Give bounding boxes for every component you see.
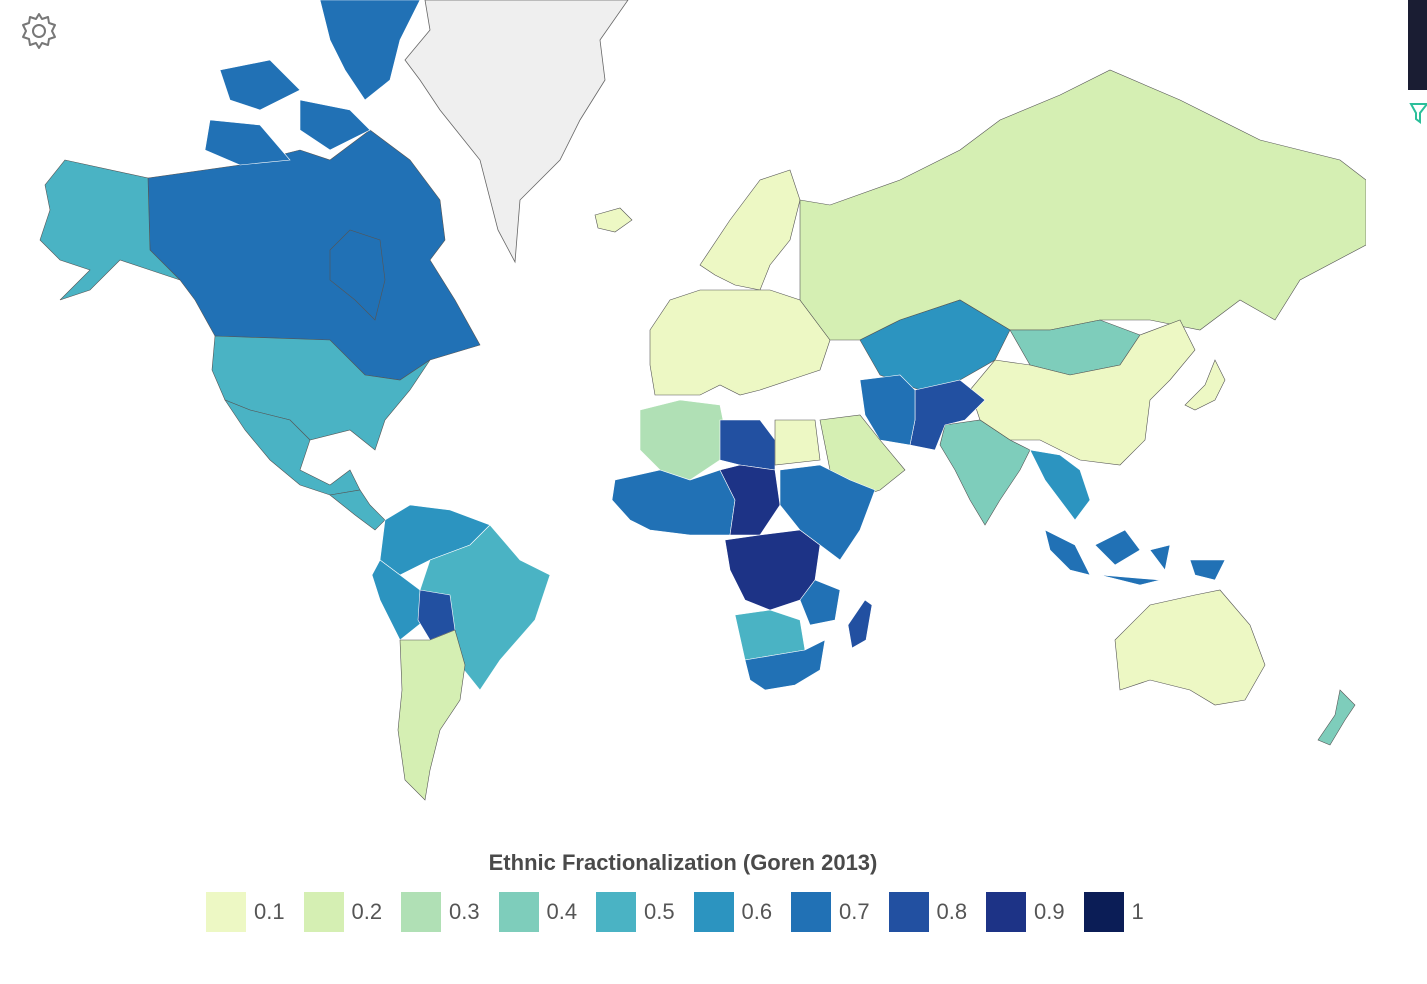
legend-swatch xyxy=(206,892,246,932)
region-alaska[interactable] xyxy=(39,159,181,301)
legend-item[interactable]: 0.2 xyxy=(303,892,402,932)
world-map xyxy=(39,0,1366,801)
region-arctic-archipelago[interactable] xyxy=(204,0,421,166)
region-canada[interactable] xyxy=(147,129,481,381)
legend-label: 0.6 xyxy=(741,899,773,924)
region-greenland[interactable] xyxy=(404,0,629,264)
legend-swatch xyxy=(1083,892,1124,932)
legend-label: 0.4 xyxy=(546,899,578,924)
region-north-africa[interactable] xyxy=(639,399,726,481)
region-india[interactable] xyxy=(939,419,1031,526)
region-australia[interactable] xyxy=(1114,589,1266,706)
legend: 0.1 0.2 0.3 0.4 0.5 0.6 0.7 0.8 0.9 1 xyxy=(206,892,1181,932)
legend-title: Ethnic Fractionalization (Goren 2013) xyxy=(488,850,878,875)
region-new-zealand[interactable] xyxy=(1317,689,1356,746)
legend-item[interactable]: 0.1 xyxy=(206,892,304,932)
legend-swatch xyxy=(986,892,1026,932)
legend-swatch xyxy=(303,892,344,932)
region-egypt[interactable] xyxy=(774,419,821,466)
legend-label: 1 xyxy=(1131,899,1144,924)
legend-label: 0.1 xyxy=(254,899,285,924)
region-libya[interactable] xyxy=(719,419,776,471)
legend-swatch xyxy=(888,892,929,932)
region-japan[interactable] xyxy=(1184,359,1226,411)
region-indonesia[interactable] xyxy=(1044,529,1226,586)
region-mexico[interactable] xyxy=(224,399,361,496)
legend-item[interactable]: 0.8 xyxy=(888,892,987,932)
legend-label: 0.3 xyxy=(449,899,480,924)
legend-item[interactable]: 0.5 xyxy=(596,892,694,932)
legend-swatch xyxy=(791,892,831,932)
region-peru-ecuador[interactable] xyxy=(371,559,426,641)
legend-item[interactable]: 0.4 xyxy=(498,892,597,932)
region-west-africa[interactable] xyxy=(611,469,736,536)
legend-label: 0.2 xyxy=(351,899,383,924)
legend-label: 0.7 xyxy=(839,899,870,924)
region-iran[interactable] xyxy=(859,374,916,446)
legend-item[interactable]: 0.6 xyxy=(693,892,792,932)
region-central-america[interactable] xyxy=(329,489,386,531)
filter-icon[interactable] xyxy=(1409,100,1427,126)
legend-swatch xyxy=(693,892,734,932)
region-europe[interactable] xyxy=(649,289,831,396)
legend-item[interactable]: 0.7 xyxy=(791,892,889,932)
legend-label: 0.8 xyxy=(936,899,968,924)
region-east-africa[interactable] xyxy=(779,464,876,561)
legend-item[interactable]: 1 xyxy=(1083,892,1182,932)
settings-gear-icon[interactable] xyxy=(18,10,60,52)
region-argentina-chile[interactable] xyxy=(397,629,466,801)
region-russia[interactable] xyxy=(799,69,1366,341)
legend-swatch xyxy=(498,892,539,932)
region-madagascar[interactable] xyxy=(847,599,873,649)
region-southern-africa[interactable] xyxy=(744,579,841,691)
region-iceland[interactable] xyxy=(594,207,633,233)
region-chad-nigeria[interactable] xyxy=(719,464,781,536)
side-panel-edge xyxy=(1408,0,1427,90)
region-scandinavia[interactable] xyxy=(699,169,801,291)
legend-item[interactable]: 0.9 xyxy=(986,892,1084,932)
legend-swatch xyxy=(401,892,441,932)
legend-label: 0.9 xyxy=(1034,899,1065,924)
region-southeast-asia[interactable] xyxy=(1029,449,1091,521)
legend-item[interactable]: 0.3 xyxy=(401,892,499,932)
legend-swatch xyxy=(596,892,636,932)
legend-label: 0.5 xyxy=(644,899,675,924)
